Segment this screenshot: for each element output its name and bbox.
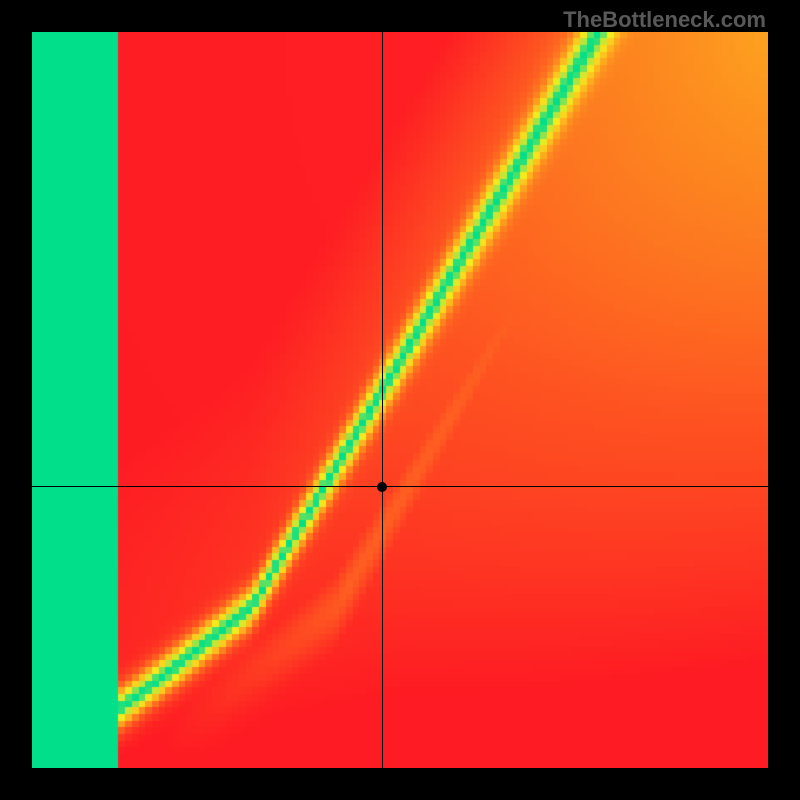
watermark-text: TheBottleneck.com bbox=[563, 7, 766, 33]
crosshair-vertical bbox=[382, 32, 383, 768]
plot-area bbox=[32, 32, 768, 768]
crosshair-horizontal bbox=[32, 486, 768, 487]
marker-point bbox=[377, 482, 387, 492]
heatmap-canvas bbox=[32, 32, 768, 768]
